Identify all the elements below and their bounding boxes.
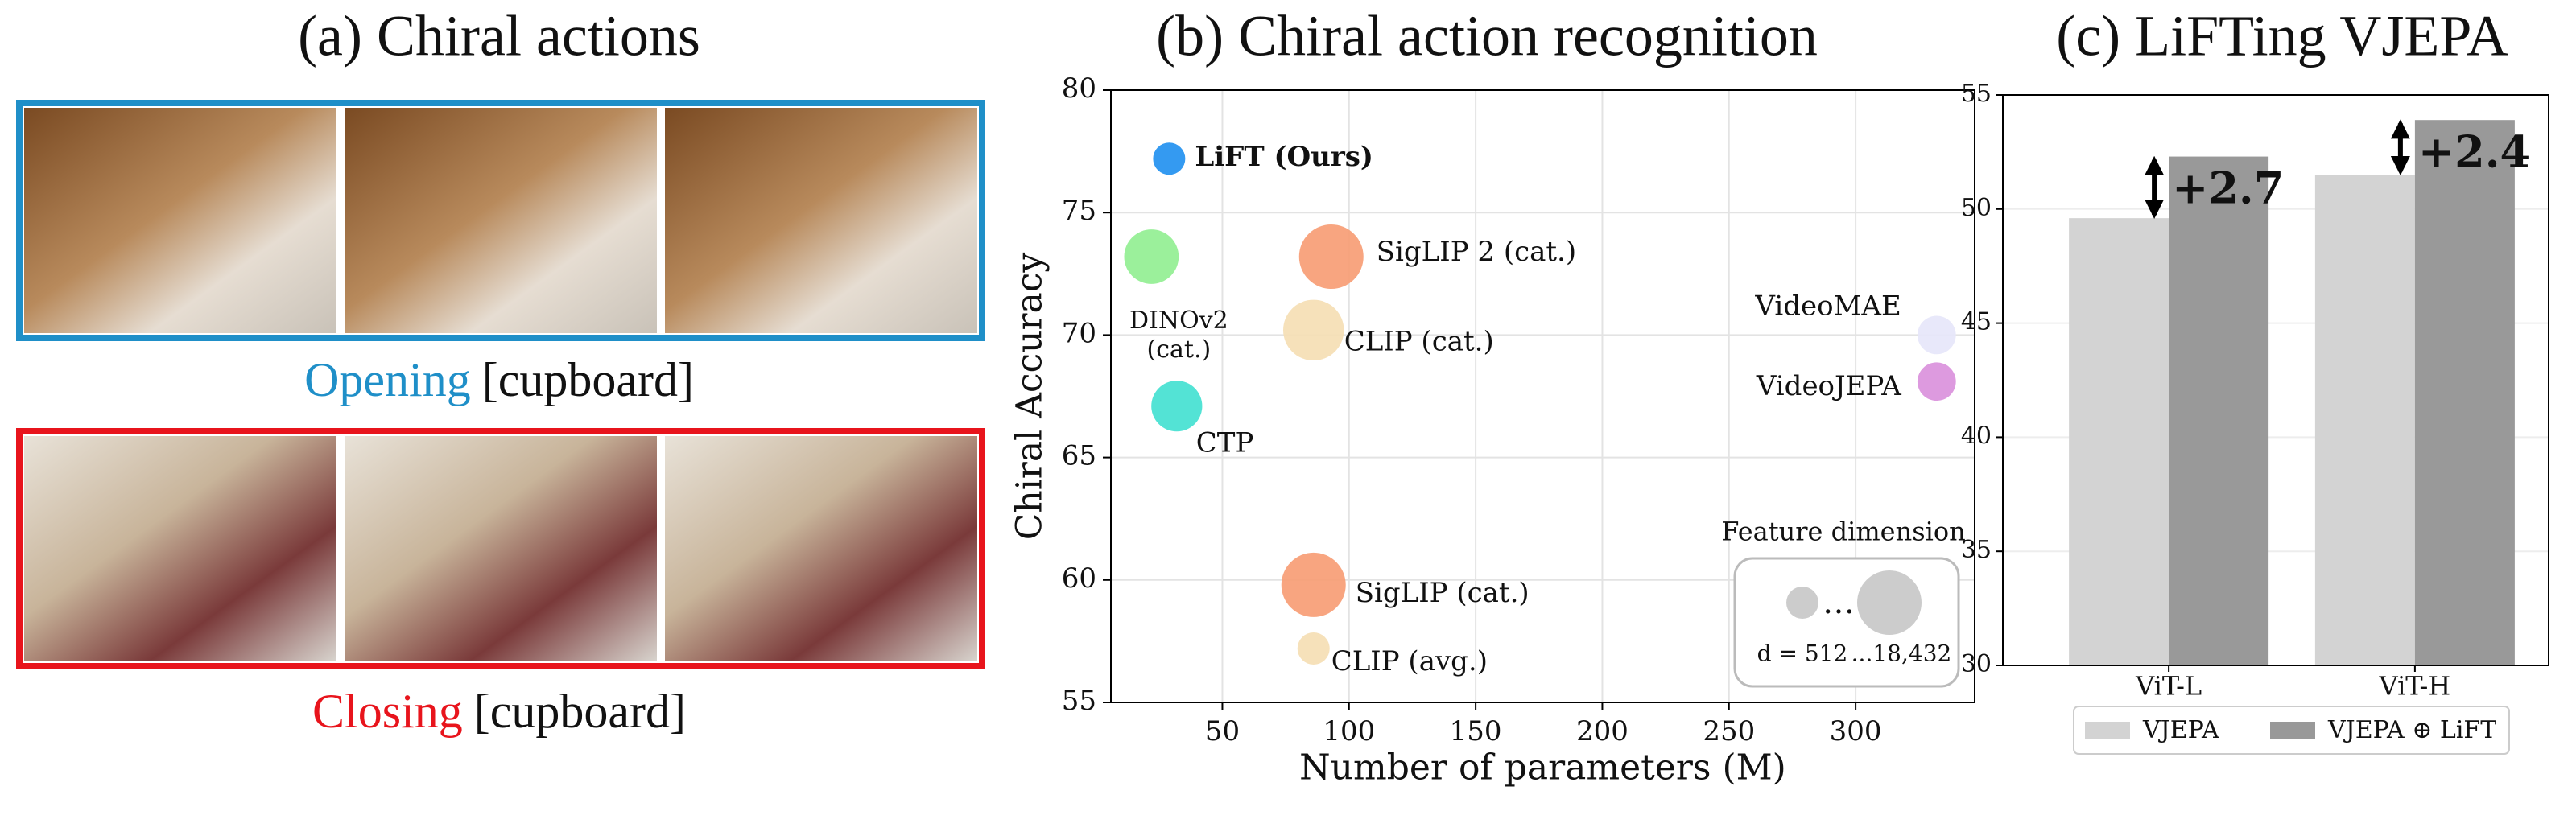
y-tick-label: 30 (1961, 650, 1992, 678)
point-label: LiFT (Ours) (1195, 141, 1373, 173)
point-label: VideoMAE (1754, 290, 1901, 322)
object-label: [cupboard] (474, 685, 686, 738)
point-label: DINOv2 (cat.) (1129, 306, 1228, 364)
x-tick-label: 50 (1205, 715, 1240, 747)
action-label: Closing (312, 685, 463, 738)
x-tick-label: ViT-H (2379, 671, 2451, 702)
frame-border (16, 428, 985, 669)
y-tick-label: 40 (1961, 422, 1992, 450)
legend-bubble (1786, 587, 1818, 619)
bubble (1124, 229, 1179, 284)
legend-bubble (1857, 570, 1922, 635)
x-tick-label: 250 (1703, 715, 1755, 747)
delta-label: +2.4 (2418, 126, 2530, 177)
x-axis-label: Number of parameters (M) (1299, 747, 1786, 789)
point-label: SigLIP (cat.) (1356, 577, 1530, 609)
bar (2314, 175, 2415, 665)
bubble (1297, 632, 1330, 665)
legend-label: VJEPA (2142, 716, 2219, 744)
video-frame (345, 436, 657, 661)
y-tick-label: 45 (1961, 308, 1992, 336)
point-label: CLIP (cat.) (1344, 325, 1494, 357)
bubble (1282, 299, 1344, 361)
video-frame (24, 436, 336, 661)
y-tick-label: 75 (1062, 195, 1096, 227)
plot-frame (1110, 89, 1975, 703)
chart-title: (c) LiFTing VJEPA (2056, 4, 2508, 68)
y-tick-label: 55 (1961, 80, 1992, 108)
point-label-box: DINOv2 (cat.) (1129, 306, 1228, 364)
y-tick-label: 60 (1062, 562, 1096, 595)
y-tick-label: 35 (1961, 536, 1992, 564)
chart-title: (b) Chiral action recognition (1156, 4, 1818, 68)
legend-separator: … (1823, 584, 1855, 621)
action-label: Opening (304, 353, 471, 406)
bar (2414, 120, 2515, 666)
legend-box (1733, 557, 1960, 688)
point-label: CTP (1196, 427, 1254, 459)
video-frame (665, 436, 977, 661)
video-frame (665, 108, 977, 333)
bubble (1151, 381, 1203, 432)
y-tick-label: 80 (1062, 72, 1096, 105)
legend-label: VJEPA ⊕ LiFT (2327, 716, 2496, 744)
panel-a: (a) Chiral actions Opening [cupboard] Clo… (16, 4, 985, 738)
panel-title: (a) Chiral actions (298, 4, 700, 68)
legend-swatch (2270, 722, 2315, 739)
video-frame (24, 108, 336, 333)
bar (2169, 156, 2269, 665)
legend-title: Feature dimension (1721, 517, 1965, 547)
caption: Closing [cupboard] (312, 685, 686, 738)
delta-label: +2.7 (2172, 163, 2284, 214)
frame-border (16, 100, 985, 341)
bubble (1298, 224, 1364, 289)
caption: Opening [cupboard] (304, 353, 694, 406)
y-tick-label: 55 (1062, 685, 1096, 717)
legend-label: ...18,432 (1852, 640, 1952, 667)
frames-closing (16, 428, 985, 669)
bubble (1917, 362, 1956, 401)
bubble (1281, 552, 1346, 617)
y-axis-label: Chiral Accuracy (1009, 253, 1051, 541)
video-frame (345, 108, 657, 333)
x-tick-label: 200 (1576, 715, 1629, 747)
x-tick-label: 100 (1323, 715, 1375, 747)
frames-opening (16, 100, 985, 341)
point-label: CLIP (avg.) (1331, 645, 1488, 677)
x-tick-label: ViT-L (2135, 671, 2202, 702)
plot-frame (2002, 94, 2549, 666)
y-tick-label: 70 (1062, 317, 1096, 349)
bar (2069, 218, 2169, 665)
x-tick-label: 150 (1450, 715, 1502, 747)
legend-label: d = 512 (1757, 640, 1848, 667)
legend-swatch (2085, 722, 2130, 739)
y-tick-label: 50 (1961, 194, 1992, 222)
x-tick-label: 300 (1830, 715, 1882, 747)
point-label: SigLIP 2 (cat.) (1377, 236, 1576, 268)
point-label: VideoJEPA (1756, 370, 1901, 402)
bubble (1153, 142, 1186, 175)
object-label: [cupboard] (482, 353, 694, 406)
y-tick-label: 65 (1062, 440, 1096, 472)
bubble (1917, 315, 1956, 355)
